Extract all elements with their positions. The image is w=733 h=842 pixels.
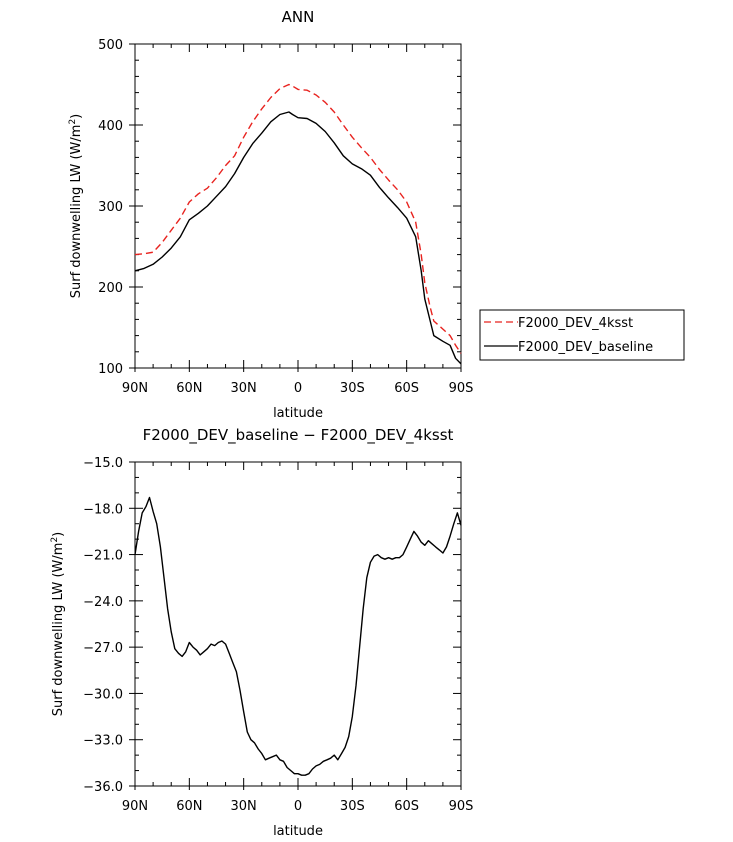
- top-y-axis-label: Surf downwelling LW (W/m2): [68, 114, 84, 299]
- top-y-ticks: 100 200 300 400 500: [98, 38, 461, 377]
- x-tick-label: 30N: [231, 799, 257, 814]
- x-tick-label: 90N: [122, 381, 148, 396]
- x-tick-label: 60N: [176, 381, 202, 396]
- y-tick-label: −30.0: [83, 687, 123, 702]
- series-line-f2000-dev-baseline: [134, 111, 462, 365]
- bottom-y-axis-label-sup: 2: [50, 537, 60, 543]
- bottom-y-axis-label-main: Surf downwelling LW (W/m: [51, 543, 66, 717]
- top-chart-title: ANN: [282, 8, 315, 26]
- y-tick-label: 400: [98, 119, 123, 134]
- top-y-axis-label-sup: 2: [68, 119, 78, 125]
- legend-label-baseline: F2000_DEV_baseline: [518, 340, 653, 355]
- top-y-axis-label-main: Surf downwelling LW (W/m: [69, 125, 84, 299]
- top-series: [134, 83, 462, 365]
- series-line-f2000-dev-4ksst: [134, 83, 462, 354]
- bottom-plot-frame: [134, 461, 462, 787]
- x-tick-label: 30N: [231, 381, 257, 396]
- bottom-y-axis-label-end: ): [51, 532, 66, 537]
- top-y-axis-label-end: ): [69, 114, 84, 119]
- bottom-series: [134, 496, 462, 776]
- x-tick-label: 0: [294, 381, 302, 396]
- bottom-panel: F2000_DEV_baseline − F2000_DEV_4ksst −36…: [50, 426, 473, 839]
- x-tick-label: 60S: [394, 381, 419, 396]
- x-tick-label: 30S: [340, 799, 365, 814]
- y-tick-label: −33.0: [83, 734, 123, 749]
- bottom-x-ticks: 90N 60N 30N 0 30S 60S 90S: [122, 462, 474, 814]
- x-tick-label: 90S: [449, 799, 474, 814]
- top-x-axis-label: latitude: [273, 406, 323, 421]
- x-tick-label: 90N: [122, 799, 148, 814]
- top-plot-frame: [134, 43, 462, 369]
- y-tick-label: 300: [98, 200, 123, 215]
- legend: F2000_DEV_4ksst F2000_DEV_baseline: [479, 309, 685, 361]
- y-tick-label: −36.0: [83, 780, 123, 795]
- legend-box: [479, 309, 685, 361]
- y-tick-label: −15.0: [83, 456, 123, 471]
- bottom-chart-title: F2000_DEV_baseline − F2000_DEV_4ksst: [143, 426, 454, 445]
- y-tick-label: −18.0: [83, 502, 123, 517]
- y-tick-label: 200: [98, 281, 123, 296]
- x-tick-label: 30S: [340, 381, 365, 396]
- bottom-y-axis-label: Surf downwelling LW (W/m2): [50, 532, 66, 717]
- y-tick-label: −27.0: [83, 641, 123, 656]
- y-tick-label: −21.0: [83, 549, 123, 564]
- series-line-f2000-dev-baseline-f2000-dev-4ksst: [134, 496, 462, 776]
- y-tick-label: −24.0: [83, 595, 123, 610]
- x-tick-label: 90S: [449, 381, 474, 396]
- x-tick-label: 60S: [394, 799, 419, 814]
- y-tick-label: 500: [98, 38, 123, 53]
- bottom-x-axis-label: latitude: [273, 824, 323, 839]
- top-x-ticks: 90N 60N 30N 0 30S 60S 90S: [122, 44, 474, 396]
- x-tick-label: 0: [294, 799, 302, 814]
- x-tick-label: 60N: [176, 799, 202, 814]
- bottom-y-ticks: −36.0 −33.0 −30.0 −27.0 −24.0 −21.0 −18.0 −15.0: [83, 456, 461, 795]
- y-tick-label: 100: [98, 362, 123, 377]
- legend-label-4ksst: F2000_DEV_4ksst: [518, 316, 633, 331]
